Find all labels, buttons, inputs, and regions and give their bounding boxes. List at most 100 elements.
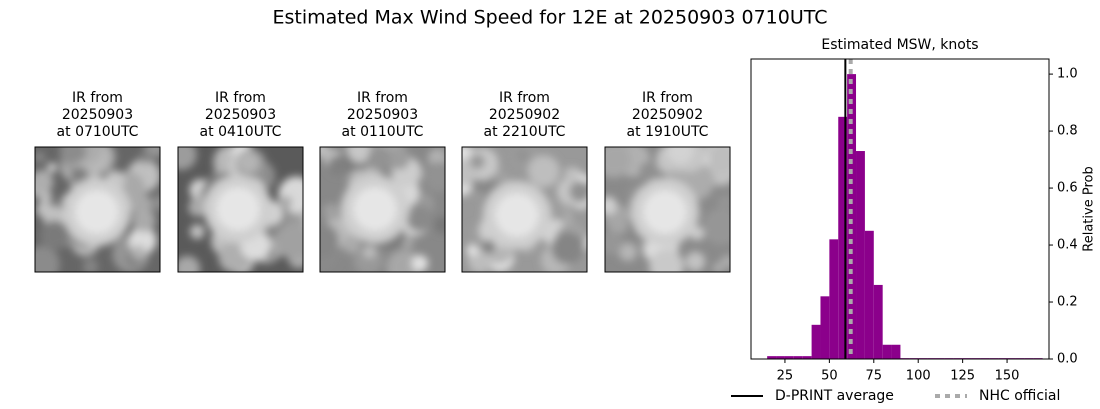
cloud	[717, 194, 730, 210]
panel-frame	[604, 146, 731, 273]
ir-image	[178, 147, 303, 272]
y-tick-label: 0.8	[1057, 124, 1078, 139]
panel-label: 20250903	[347, 107, 418, 123]
cloud	[82, 258, 99, 272]
ir-image	[605, 147, 730, 272]
panel-label: 20250903	[62, 107, 133, 123]
storm-core	[75, 190, 119, 234]
cloud	[70, 166, 89, 185]
x-tick-label: 75	[866, 369, 883, 384]
bar	[802, 356, 812, 359]
cloud	[348, 147, 372, 163]
cloud	[411, 255, 429, 272]
cloud	[708, 147, 730, 172]
panel-label: 20250902	[632, 107, 703, 123]
bar	[829, 239, 839, 359]
plot-frame	[750, 58, 1050, 360]
panel-label: at 2210UTC	[484, 124, 566, 140]
x-tick-label: 150	[995, 369, 1020, 384]
cloud-layer	[35, 147, 160, 272]
ir-image	[320, 147, 445, 272]
panel-label: at 0110UTC	[342, 124, 424, 140]
cloud	[39, 220, 70, 251]
cloud	[47, 162, 58, 173]
panel-label: IR from	[357, 90, 408, 106]
panel-frame	[319, 146, 446, 273]
cloud	[564, 167, 579, 182]
bar	[864, 230, 874, 359]
cloud	[527, 155, 560, 188]
cloud	[720, 254, 730, 269]
panel-label: at 0710UTC	[57, 124, 139, 140]
cloud	[35, 151, 45, 163]
cloud	[178, 147, 197, 170]
cloud	[439, 147, 445, 155]
bar	[820, 296, 830, 359]
cloud	[275, 223, 303, 260]
cloud	[423, 161, 445, 193]
ir-image	[462, 147, 587, 272]
cloud	[569, 180, 587, 203]
cloud	[342, 236, 360, 254]
cloud	[666, 147, 694, 165]
cloud	[406, 205, 433, 232]
cloud	[35, 170, 54, 194]
storm-core	[643, 190, 687, 234]
cloud	[367, 147, 392, 171]
cloud	[639, 161, 659, 182]
bar	[882, 344, 892, 359]
storm-core	[495, 193, 539, 237]
panel-label: IR from	[72, 90, 123, 106]
panel-frame	[177, 146, 304, 273]
cloud	[618, 242, 637, 262]
cloud	[279, 195, 293, 209]
cloud	[320, 223, 339, 258]
panel-label: at 1910UTC	[627, 124, 709, 140]
cloud	[178, 255, 201, 272]
ir-image	[35, 147, 160, 272]
cloud	[649, 248, 684, 272]
legend-label: NHC official	[979, 388, 1060, 404]
cloud	[35, 245, 60, 272]
y-tick-label: 0.2	[1057, 295, 1078, 310]
bar	[784, 356, 794, 359]
storm-core	[216, 187, 260, 231]
x-tick-label: 100	[906, 369, 931, 384]
cloud-layer	[605, 147, 730, 272]
x-tick-label: 50	[821, 369, 838, 384]
bar	[793, 356, 803, 359]
bar	[847, 74, 857, 359]
cloud	[469, 154, 485, 170]
x-tick-label: 25	[777, 369, 794, 384]
bar	[873, 284, 883, 359]
cloud	[685, 251, 706, 272]
panel-label: at 0410UTC	[200, 124, 282, 140]
y-tick-label: 0.0	[1057, 352, 1078, 367]
cloud	[605, 230, 623, 255]
cloud	[322, 203, 340, 221]
bar	[856, 151, 865, 359]
cloud	[702, 208, 730, 246]
panel-frame	[34, 146, 161, 273]
cloud	[59, 147, 87, 165]
panel-frame	[461, 146, 588, 273]
cloud	[481, 240, 496, 254]
panel-label: 20250903	[205, 107, 276, 123]
legend-label: D-PRINT average	[775, 388, 894, 404]
y-axis-label: Relative Prob	[1082, 166, 1097, 251]
page-title: Estimated Max Wind Speed for 12E at 2025…	[272, 7, 827, 29]
bar	[838, 116, 848, 360]
cloud	[467, 225, 483, 241]
cloud	[139, 151, 152, 164]
cloud	[605, 196, 618, 215]
histogram-chart: Estimated MSW, knots 25 50 75 100 125 150 0.0 0.…	[731, 37, 1097, 404]
cloud	[515, 148, 530, 163]
cloud	[712, 262, 724, 272]
cloud-layer	[320, 147, 445, 272]
bar	[891, 344, 901, 359]
panel-label: IR from	[215, 90, 266, 106]
cloud	[238, 152, 260, 173]
cloud	[219, 150, 234, 165]
